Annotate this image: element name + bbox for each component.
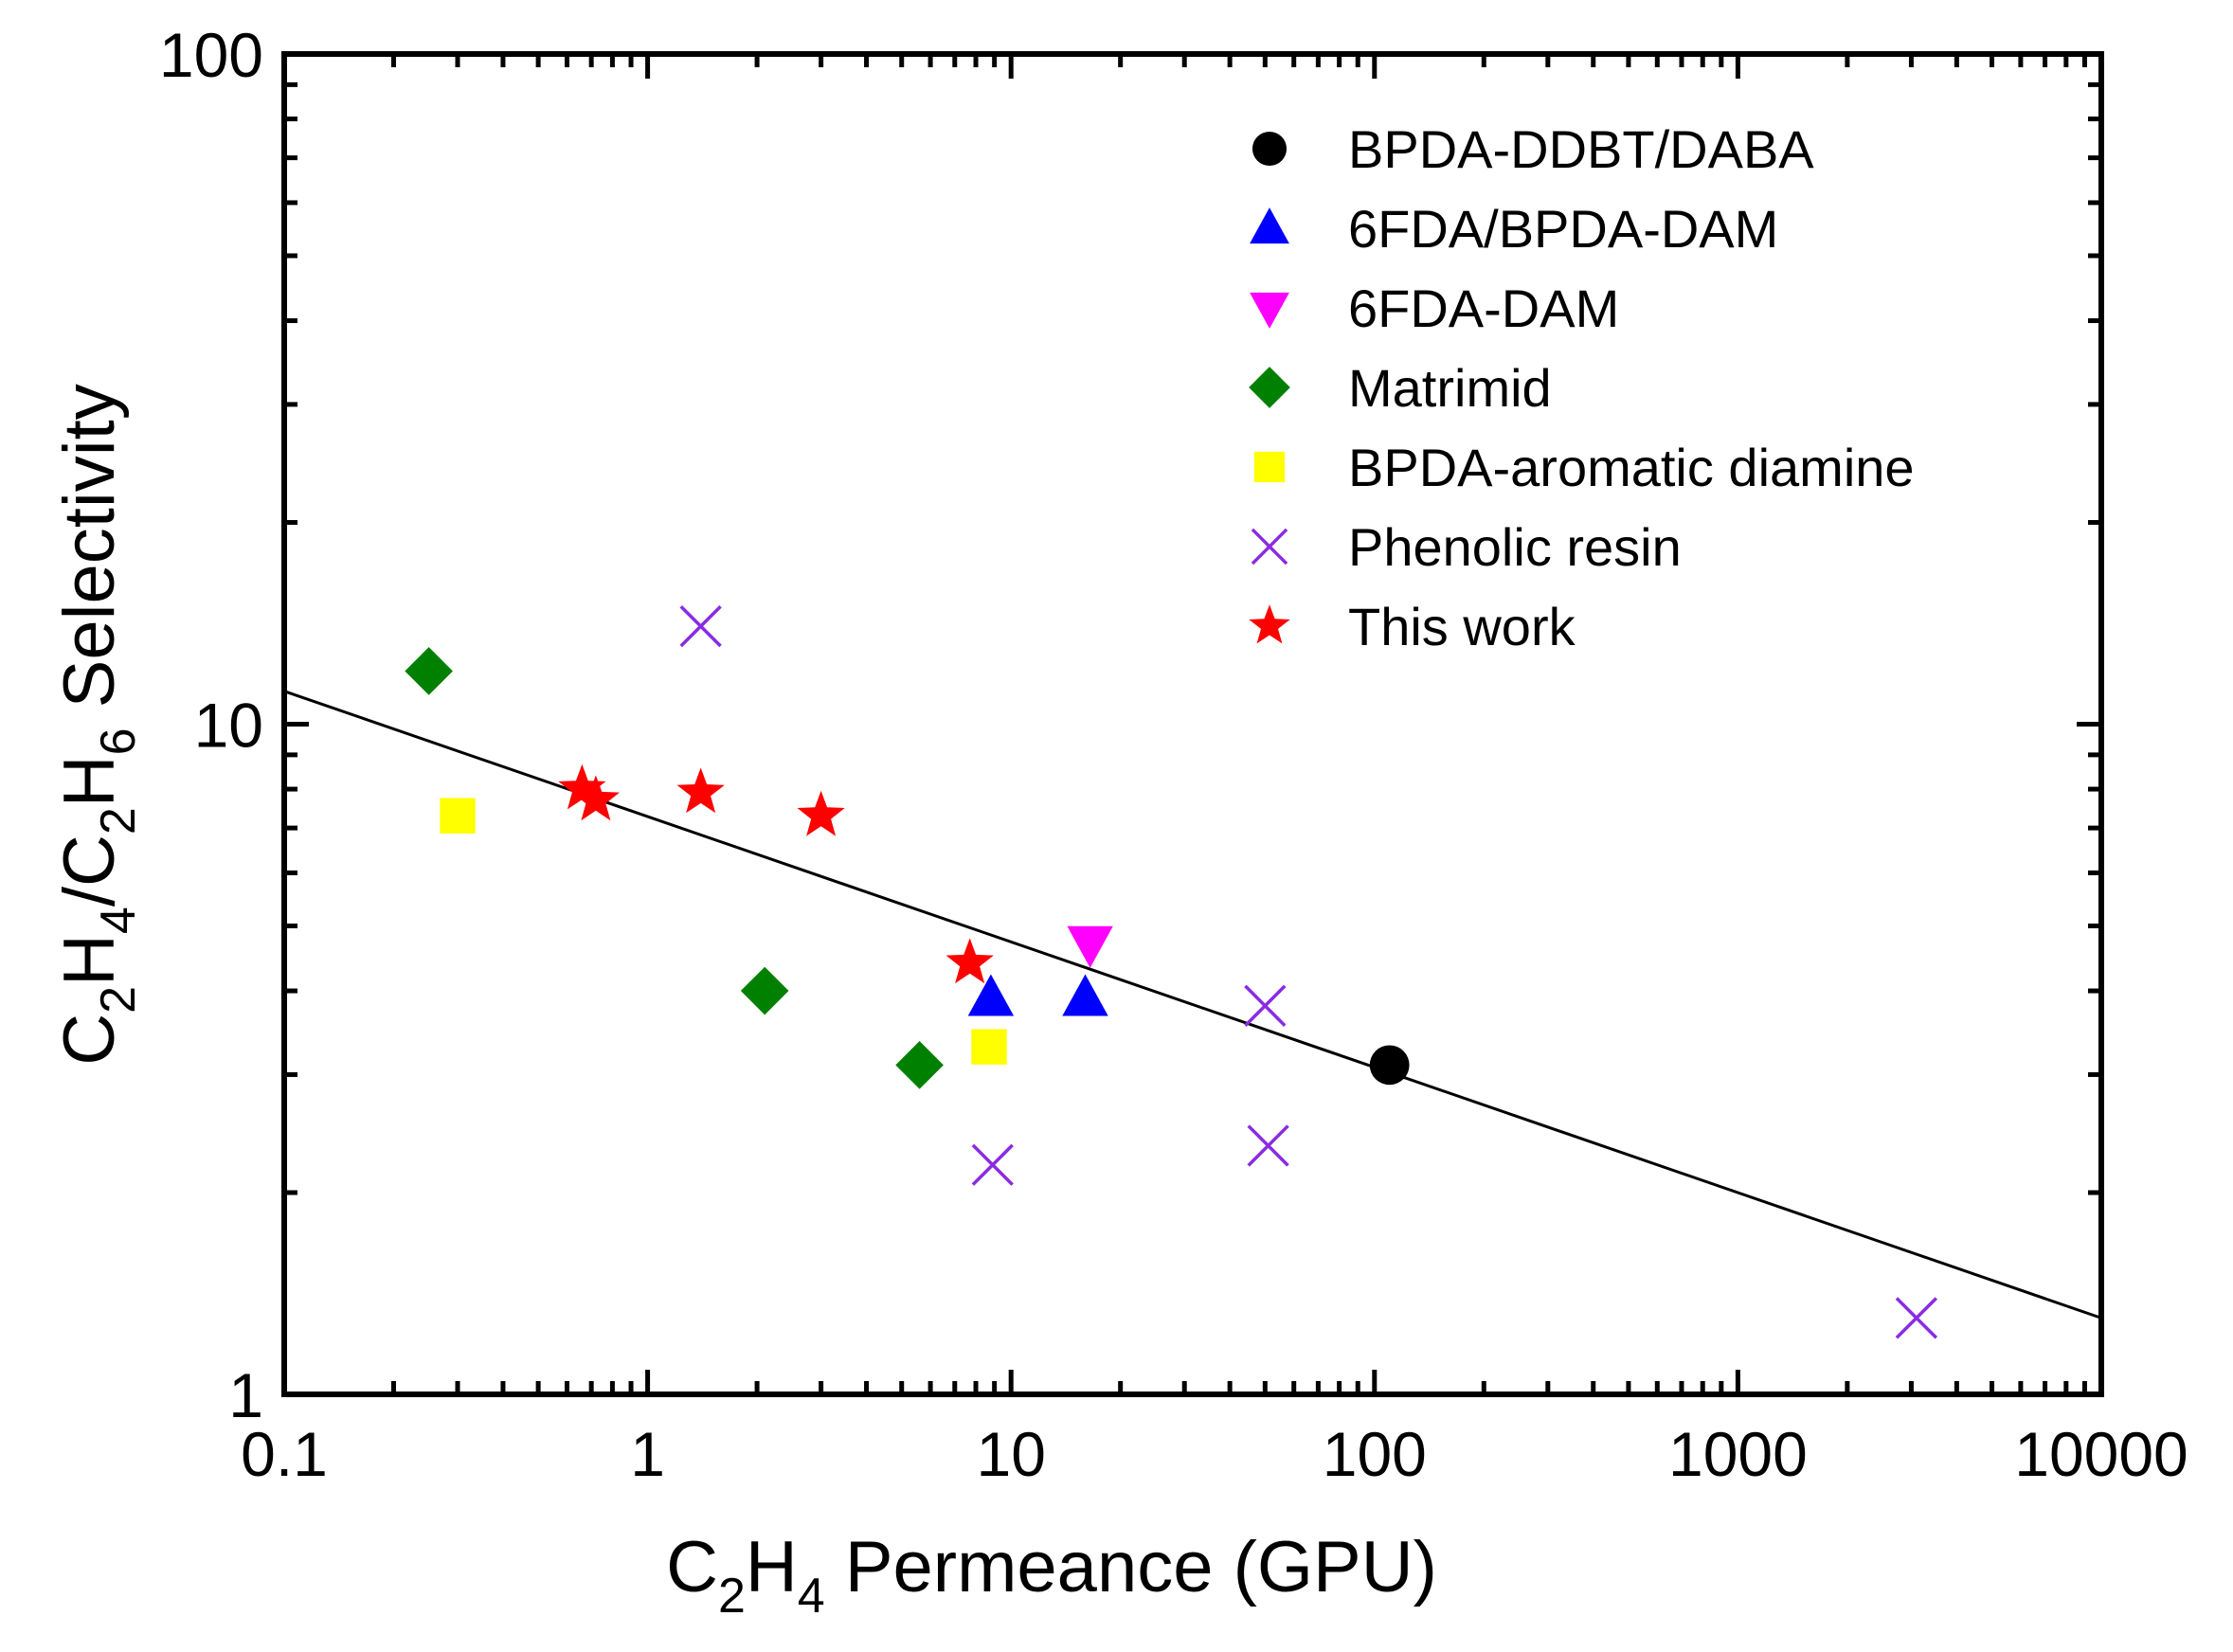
data-point-bpda-aromatic-diamine [971,1029,1007,1065]
legend-marker-phenolic-resin [1251,528,1288,566]
axis-ticks [281,51,2104,1397]
y-tick-label: 1 [228,1360,263,1430]
data-point-matrimid [405,647,453,695]
data-point-this-work [558,763,606,810]
x-tick-labels: 0.1 1 10 100 1000 10000 [241,1419,2188,1489]
y-tick-labels: 1 10 100 [159,20,263,1430]
data-point-this-work [797,790,845,836]
legend: BPDA-DDBT/DABA 6FDA/BPDA-DAM 6FDA-DAM Matri… [1249,119,1915,656]
legend-label-matrimid: Matrimid [1348,358,1552,418]
data-point-6fda-dam [1067,925,1113,968]
data-point-this-work [945,938,994,984]
data-markers [405,604,1938,1339]
data-point-phenolic-resin [1895,1297,1938,1339]
legend-label-6fda-dam: 6FDA-DAM [1348,278,1619,338]
data-point-bpda-aromatic-diamine [440,798,476,834]
legend-marker-this-work [1249,604,1290,644]
legend-marker-matrimid [1249,367,1290,408]
data-point-6fda-bpda-dam [1062,974,1108,1016]
y-axis-title: C2H4/C2H6 Selectivity [49,384,146,1066]
data-point-this-work [571,775,620,821]
legend-label-bpda-aromatic-diamine: BPDA-aromatic diamine [1348,438,1915,497]
data-point-matrimid [740,966,789,1015]
y-tick-label: 10 [194,691,263,761]
x-tick-label: 0.1 [241,1419,328,1489]
legend-marker-6fda-bpda-dam [1250,207,1289,244]
data-point-phenolic-resin [1247,1124,1289,1167]
data-point-this-work [676,767,725,814]
legend-label-phenolic-resin: Phenolic resin [1348,517,1682,577]
x-tick-label: 10 [976,1419,1045,1489]
y-tick-label: 100 [159,20,263,90]
x-tick-label: 10000 [2014,1419,2188,1489]
legend-marker-bpda-ddbt-daba [1252,131,1288,167]
legend-label-bpda-ddbt-daba: BPDA-DDBT/DABA [1348,119,1814,179]
legend-label-this-work: This work [1348,597,1576,656]
data-point-6fda-bpda-dam [967,974,1015,1016]
data-point-phenolic-resin [1244,984,1287,1027]
data-point-phenolic-resin [679,604,722,648]
x-tick-label: 1 [630,1419,665,1489]
data-point-matrimid [895,1041,944,1089]
x-tick-label: 100 [1323,1419,1427,1489]
legend-label-6fda-bpda-dam: 6FDA/BPDA-DAM [1348,199,1778,259]
x-tick-label: 1000 [1668,1419,1808,1489]
legend-marker-6fda-dam [1250,292,1289,329]
x-axis-title: C2H4 Permeance (GPU) [666,1527,1437,1624]
data-point-bpda-ddbt-daba [1369,1045,1410,1086]
legend-marker-bpda-aromatic-diamine [1253,451,1286,483]
data-point-phenolic-resin [971,1143,1014,1186]
